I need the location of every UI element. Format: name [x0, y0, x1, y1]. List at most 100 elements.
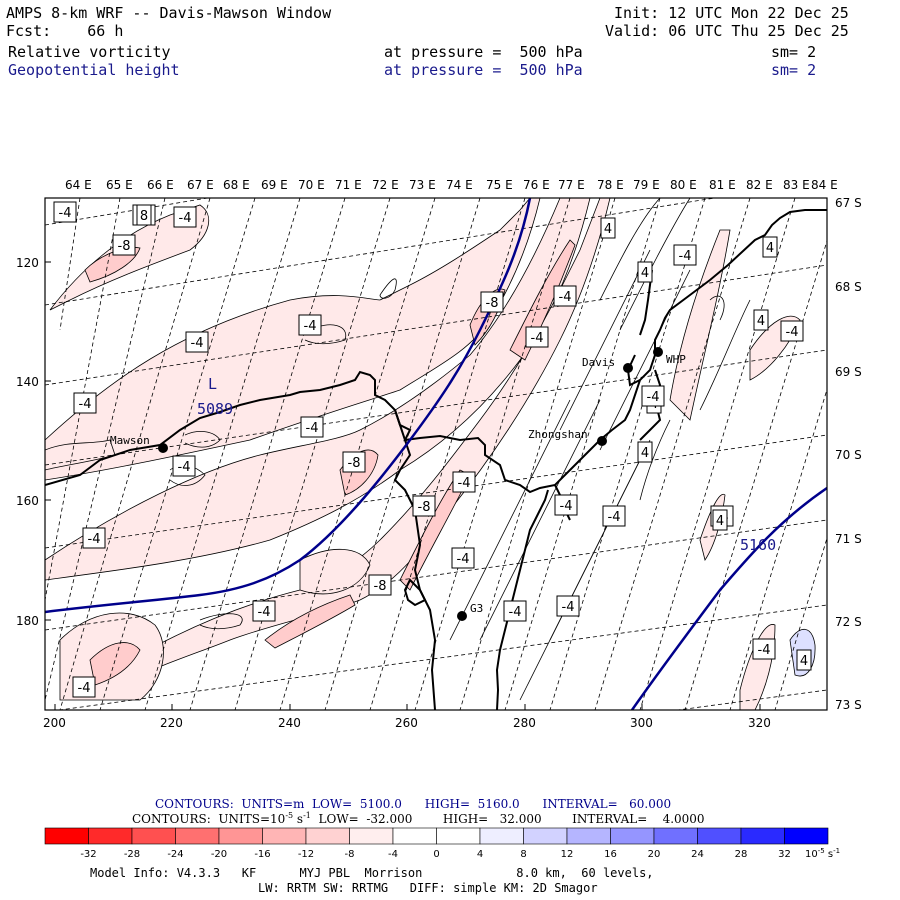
latitude-labels: 67 S 68 S 69 S 70 S 71 S 72 S 73 S — [835, 196, 862, 712]
vorticity-label-box — [173, 206, 197, 228]
colorbar-tick-label: -12 — [298, 849, 314, 860]
vorticity-label-box — [480, 291, 504, 313]
colorbar-tick-label: 0 — [433, 849, 439, 860]
vorticity-label: -4 — [304, 319, 317, 334]
zhongshan-marker — [597, 436, 607, 446]
field2-smoothing: sm= 2 — [771, 61, 817, 79]
x-tick-label: 200 — [43, 716, 66, 730]
height-contours — [45, 198, 827, 710]
colorbar-tick-label: 32 — [778, 849, 791, 860]
height-contour-info: CONTOURS: UNITS=m LOW= 5100.0 HIGH= 5160… — [155, 797, 672, 811]
vorticity-label: 4 — [766, 241, 774, 256]
colorbar-tick-label: -16 — [254, 849, 270, 860]
valid-time: Valid: 06 UTC Thu 25 Dec 25 — [605, 22, 849, 40]
longitude-label: 64 E — [65, 178, 92, 192]
vorticity-contour-exp2: -1 — [303, 811, 311, 820]
colorbar-swatch — [479, 827, 524, 845]
map-title: AMPS 8-km WRF -- Davis-Mawson Window — [6, 4, 332, 22]
latitude-label: 73 S — [835, 698, 862, 712]
vorticity-label-box — [82, 527, 106, 549]
vorticity-label: -4 — [679, 249, 692, 264]
vorticity-label-box — [637, 261, 653, 283]
colorbar-tick-label: -28 — [124, 849, 140, 860]
vorticity-label-box — [553, 285, 577, 307]
colorbar-swatch — [523, 827, 568, 845]
vorticity-labels: -4 -4 -4 -8 -4 -4 -4 -4 -4 -8 -4 -8 -4 -8 -4 -4 -8 -4 -4 -4… — [53, 201, 812, 698]
vorticity-label: -4 — [457, 552, 470, 567]
map-fields — [45, 198, 827, 710]
vorticity-label-box — [72, 676, 96, 698]
longitude-label: 70 E — [298, 178, 325, 192]
x-tick-label: 320 — [748, 716, 771, 730]
x-axis-ticks: 200 220 240 260 280 300 320 — [43, 704, 771, 730]
y-tick-label: 120 — [16, 256, 39, 270]
longitude-label: 74 E — [446, 178, 473, 192]
station-markers — [158, 347, 663, 621]
longitude-label: 83 E — [783, 178, 810, 192]
vorticity-label: -4 — [78, 681, 91, 696]
davis-marker — [623, 363, 633, 373]
vorticity-label-box — [637, 441, 653, 463]
vorticity-label: -4 — [531, 331, 544, 346]
longitude-label: 77 E — [558, 178, 585, 192]
vorticity-label-box — [600, 217, 616, 239]
vorticity-label: -4 — [559, 290, 572, 305]
vorticity-label-box — [73, 392, 97, 414]
vorticity-label: -4 — [79, 397, 92, 412]
vorticity-label: -8 — [118, 239, 131, 254]
field1-pressure: at pressure = 500 hPa — [384, 43, 583, 61]
vorticity-label-box — [368, 574, 392, 596]
colorbar-tick-label: 8 — [520, 849, 526, 860]
colorbar-swatch — [436, 827, 481, 845]
longitude-labels: 64 E 65 E 66 E 67 E 68 E 69 E 70 E 71 E 72 E 73 E… — [65, 178, 838, 192]
field2-name: Geopotential height — [8, 61, 180, 79]
vorticity-label: -4 — [560, 499, 573, 514]
vorticity-label-box — [753, 309, 769, 331]
x-tick-label: 260 — [395, 716, 418, 730]
longitude-label: 72 E — [372, 178, 399, 192]
x-tick-label: 280 — [513, 716, 536, 730]
vorticity-label-box — [412, 495, 436, 517]
x-tick-label: 220 — [160, 716, 183, 730]
vorticity-label-box — [762, 236, 778, 258]
colorbar-swatch — [131, 827, 176, 845]
longitude-label: 78 E — [597, 178, 624, 192]
colorbar-swatch — [653, 827, 698, 845]
vorticity-label-box — [298, 314, 322, 336]
colorbar-swatch — [305, 827, 350, 845]
longitude-label: 81 E — [709, 178, 736, 192]
station-label-zhongshan: Zhongshan — [528, 428, 588, 441]
longitude-label: 80 E — [670, 178, 697, 192]
colorbar-swatch — [740, 827, 785, 845]
vorticity-label: -4 — [258, 605, 271, 620]
vorticity-label: -4 — [178, 460, 191, 475]
colorbar-swatch — [697, 827, 742, 845]
vorticity-contour-info: CONTOURS: UNITS=10-5 s-1 LOW= -32.000 HI… — [132, 811, 705, 826]
vorticity-label: -8 — [486, 296, 499, 311]
init-time: Init: 12 UTC Mon 22 Dec 25 — [614, 4, 849, 22]
station-label-davis: Davis — [582, 356, 615, 369]
longitude-label: 66 E — [147, 178, 174, 192]
vorticity-label: -4 — [179, 211, 192, 226]
vorticity-label: -8 — [348, 456, 361, 471]
g3-marker — [457, 611, 467, 621]
colorbar-tick-label: 16 — [604, 849, 617, 860]
vorticity-label-box — [185, 331, 209, 353]
latitude-label: 71 S — [835, 532, 862, 546]
forecast-hour: Fcst: 66 h — [6, 22, 124, 40]
latitude-label: 68 S — [835, 280, 862, 294]
model-info-line1: Model Info: V4.3.3 KF MYJ PBL Morrison 8… — [90, 866, 654, 880]
colorbar-swatch — [175, 827, 220, 845]
station-label-whp: WHP — [666, 353, 686, 366]
longitude-label: 76 E — [523, 178, 550, 192]
vorticity-label-box — [673, 244, 697, 266]
vorticity-label-box — [452, 471, 476, 493]
vorticity-label-box — [53, 201, 77, 223]
colorbar-swatch — [88, 827, 133, 845]
y-tick-label: 180 — [16, 614, 39, 628]
latitude-label: 72 S — [835, 615, 862, 629]
vorticity-label-box — [300, 416, 324, 438]
latitude-label: 69 S — [835, 365, 862, 379]
vorticity-label-box — [796, 649, 812, 671]
